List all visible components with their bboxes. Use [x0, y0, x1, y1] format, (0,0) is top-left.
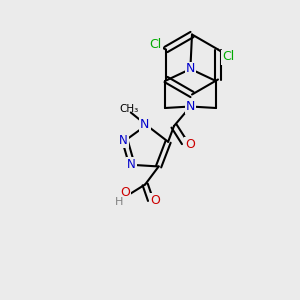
Text: Cl: Cl	[222, 50, 235, 64]
Text: O: O	[185, 137, 195, 151]
Text: N: N	[119, 134, 128, 147]
Text: N: N	[186, 62, 195, 76]
Text: CH₃: CH₃	[120, 104, 139, 114]
Text: H: H	[115, 197, 124, 207]
Text: N: N	[186, 100, 195, 113]
Text: O: O	[150, 194, 160, 207]
Text: O: O	[120, 186, 130, 200]
Text: Cl: Cl	[149, 38, 162, 51]
Text: N: N	[140, 118, 150, 131]
Text: N: N	[127, 158, 136, 171]
